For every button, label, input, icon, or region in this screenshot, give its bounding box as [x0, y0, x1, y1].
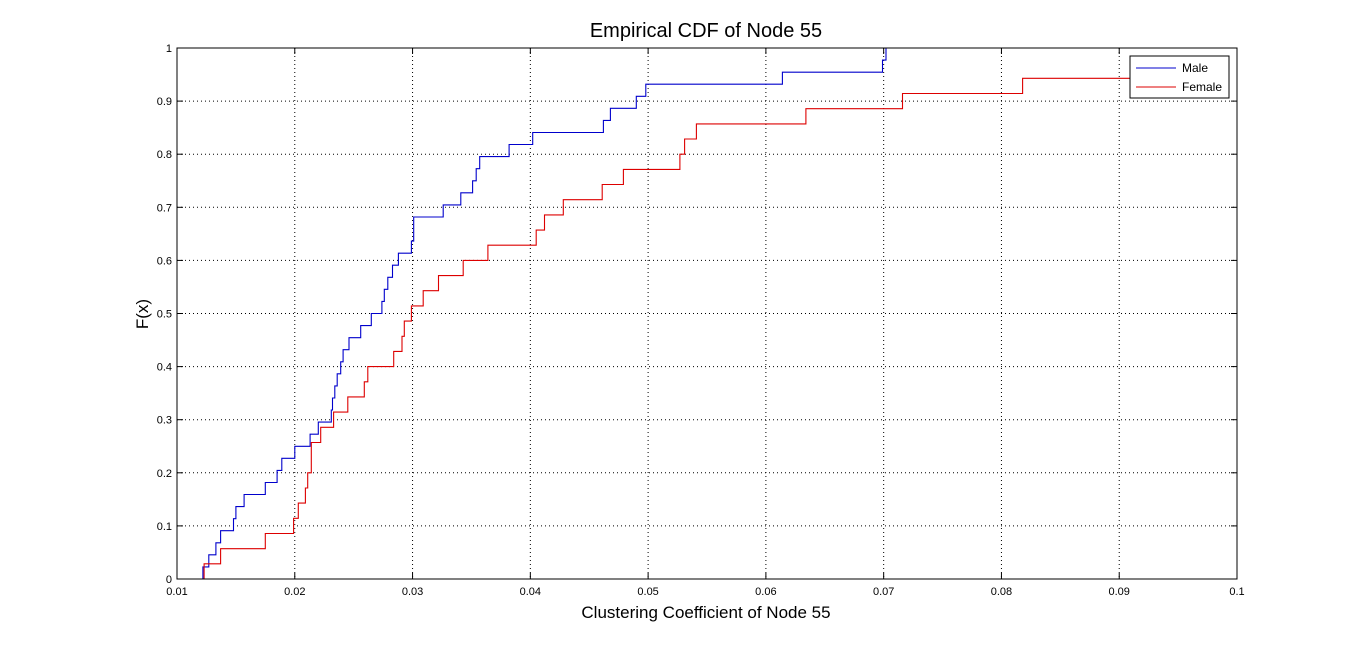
x-tick-label: 0.06	[755, 586, 776, 598]
y-tick-label: 0.7	[157, 202, 172, 214]
y-tick-label: 0.6	[157, 255, 172, 267]
y-tick-label: 0.3	[157, 415, 172, 427]
y-tick-label: 0.5	[157, 309, 172, 321]
y-tick-label: 0.9	[157, 96, 172, 108]
y-tick-label: 0	[166, 574, 172, 586]
series-layer	[190, 47, 1147, 580]
y-tick-label: 0.1	[157, 521, 172, 533]
y-tick-labels: 0 0.1 0.2 0.3 0.4 0.5 0.6 0.7 0.8 0.9 1	[157, 43, 172, 586]
x-tick-label: 0.04	[520, 586, 541, 598]
x-tick-label: 0.03	[402, 586, 423, 598]
y-tick-label: 0.8	[157, 149, 172, 161]
x-tick-label: 0.02	[284, 586, 305, 598]
series-line-male	[199, 47, 898, 580]
x-tick-label: 0.08	[991, 586, 1012, 598]
y-axis-label: F(x)	[133, 299, 152, 329]
chart-title: Empirical CDF of Node 55	[590, 20, 822, 42]
legend-box	[1129, 55, 1230, 99]
legend-label-male: Male	[1182, 61, 1208, 75]
x-tick-label: 0.01	[166, 586, 187, 598]
legend-label-female: Female	[1182, 80, 1222, 94]
legend: Male Female	[1129, 55, 1230, 99]
y-tick-label: 0.4	[157, 362, 172, 374]
x-tick-labels: 0.01 0.02 0.03 0.04 0.05 0.06 0.07 0.08 0.09 0.1	[166, 586, 1244, 598]
x-tick-label: 0.07	[873, 586, 894, 598]
grid	[177, 48, 1237, 579]
y-tick-label: 0.2	[157, 468, 172, 480]
x-tick-label: 0.1	[1229, 586, 1244, 598]
y-tick-label: 1	[166, 43, 172, 55]
tick-marks	[176, 47, 1238, 580]
x-tick-label: 0.09	[1109, 586, 1130, 598]
series-line-female	[190, 63, 1147, 580]
x-axis-label: Clustering Coefficient of Node 55	[581, 603, 830, 622]
x-tick-label: 0.05	[637, 586, 658, 598]
